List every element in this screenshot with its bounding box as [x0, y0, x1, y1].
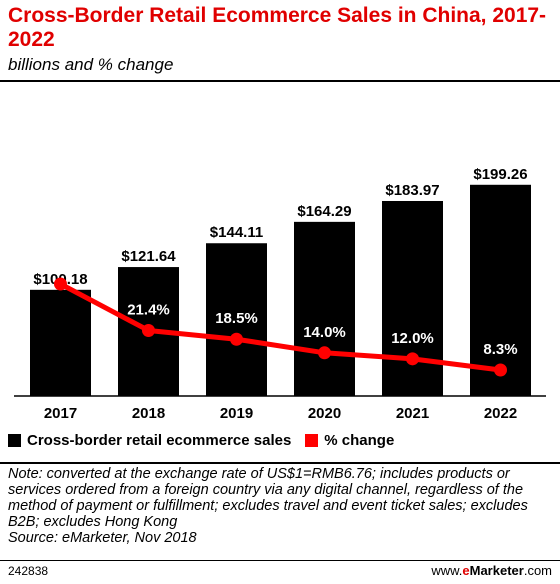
- legend-divider: [0, 462, 560, 464]
- legend-item-change: % change: [305, 432, 394, 449]
- brand-suffix: .com: [523, 563, 552, 578]
- bar-2020: [294, 221, 355, 396]
- top-divider: [0, 80, 560, 82]
- legend-swatch-sales: [8, 434, 21, 447]
- change-point-2019: [230, 332, 243, 346]
- chart-plot: $100.182017$121.642018$144.112019$164.29…: [14, 166, 546, 422]
- bar-label-2020: $164.29: [297, 203, 351, 220]
- change-label-2021: 12.0%: [391, 330, 434, 347]
- footer-divider: [0, 560, 560, 561]
- chart-subtitle: billions and % change: [8, 55, 174, 74]
- brand-prefix: www.: [431, 563, 463, 578]
- legend-label-change: % change: [324, 432, 395, 449]
- brand-e: e: [462, 563, 470, 578]
- change-point-2020: [318, 346, 331, 360]
- legend-label-sales: Cross-border retail ecommerce sales: [27, 432, 292, 449]
- bar-2017: [30, 289, 91, 396]
- change-line: [59, 281, 501, 373]
- change-point-2022: [494, 363, 507, 377]
- bar-2019: [206, 243, 267, 396]
- bar-label-2018: $121.64: [121, 248, 176, 265]
- chart-title: Cross-Border Retail Ecommerce Sales in C…: [8, 4, 547, 51]
- x-tick-2017: 2017: [44, 405, 77, 422]
- x-tick-2021: 2021: [396, 405, 429, 422]
- brand-link[interactable]: www.eMarketer.com: [431, 563, 552, 578]
- change-label-2019: 18.5%: [215, 310, 258, 327]
- chart-legend: Cross-border retail ecommerce sales % ch…: [8, 432, 408, 449]
- change-label-2022: 8.3%: [483, 341, 517, 358]
- x-tick-2018: 2018: [132, 405, 165, 422]
- chart-id: 242838: [8, 564, 49, 578]
- x-tick-2022: 2022: [484, 405, 517, 422]
- source-text: Source: eMarketer, Nov 2018: [8, 530, 197, 546]
- bar-label-2021: $183.97: [385, 182, 439, 199]
- change-label-2017: 36.8%: [39, 255, 82, 272]
- note-text: Note: converted at the exchange rate of …: [8, 466, 528, 530]
- change-label-2020: 14.0%: [303, 324, 346, 341]
- bar-label-2022: $199.26: [473, 166, 527, 183]
- change-point-2017: [54, 277, 67, 291]
- change-label-2018: 21.4%: [127, 301, 170, 318]
- bar-2022: [470, 184, 531, 396]
- change-point-2018: [142, 323, 155, 337]
- bar-label-2019: $144.11: [210, 224, 263, 241]
- brand-name: Marketer: [469, 563, 524, 578]
- legend-swatch-change: [305, 434, 319, 447]
- bar-2021: [382, 200, 443, 396]
- x-tick-2020: 2020: [308, 405, 341, 422]
- x-tick-2019: 2019: [220, 405, 253, 422]
- chart-note: Note: converted at the exchange rate of …: [8, 466, 556, 546]
- change-point-2021: [406, 352, 419, 366]
- legend-item-sales: Cross-border retail ecommerce sales: [8, 432, 291, 449]
